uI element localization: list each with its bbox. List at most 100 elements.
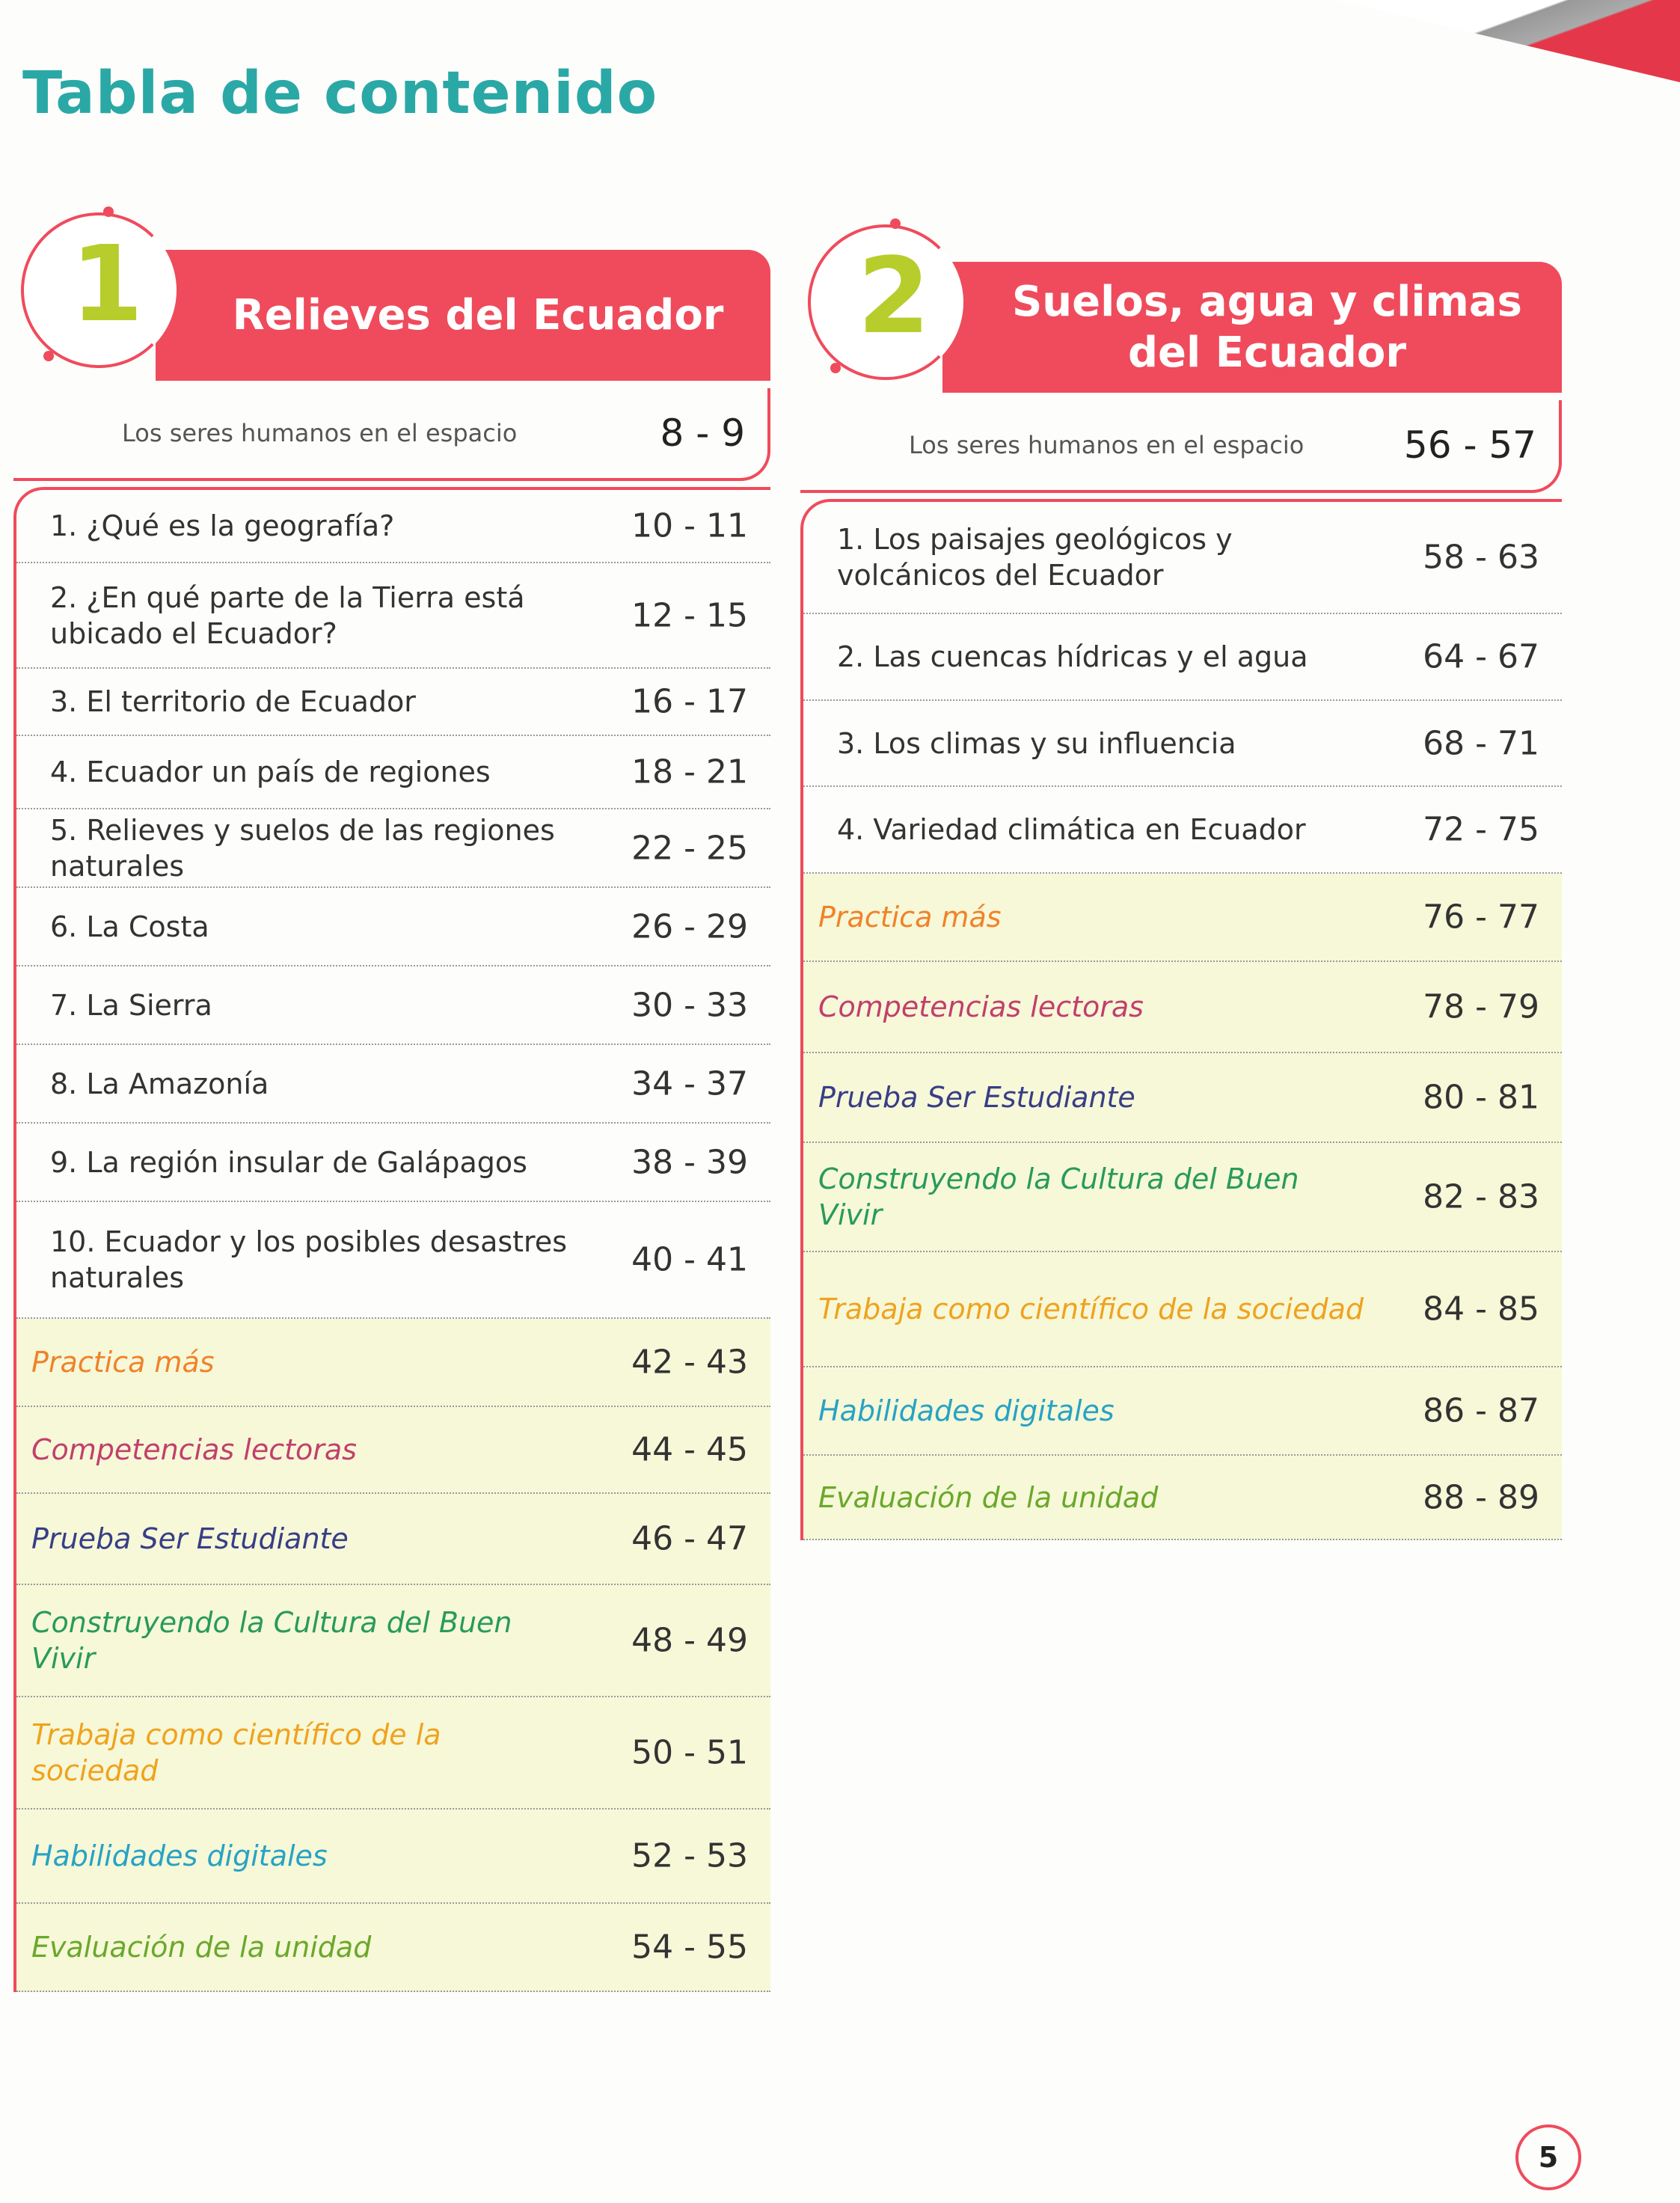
topic-row[interactable]: 2. Las cuencas hídricas y el agua 64 - 67 [803, 614, 1562, 701]
decoration-dot [43, 351, 54, 361]
topic-label: 9. La región insular de Galápagos [50, 1145, 527, 1179]
section-pages: 54 - 55 [631, 1928, 748, 1967]
topic-label: 5. Relieves y suelos de las regiones nat… [50, 813, 555, 883]
section-row[interactable]: Trabaja como científico de la sociedad 84… [803, 1252, 1562, 1367]
topic-pages: 34 - 37 [631, 1064, 748, 1103]
section-label: Prueba Ser Estudiante [818, 1081, 1135, 1114]
topic-label: 7. La Sierra [50, 988, 212, 1022]
topic-row[interactable]: 8. La Amazonía 34 - 37 [16, 1045, 770, 1124]
section-label: Trabaja como científico de la sociedad [31, 1718, 441, 1787]
section-pages: 50 - 51 [631, 1733, 748, 1772]
section-pages: 42 - 43 [631, 1343, 748, 1382]
section-row[interactable]: Evaluación de la unidad 88 - 89 [803, 1456, 1562, 1540]
page-corner-decoration [1336, 0, 1680, 82]
section-pages: 82 - 83 [1423, 1177, 1539, 1216]
topic-row[interactable]: 1. Los paisajes geológicos y volcánicos … [803, 502, 1562, 614]
unit-2-column: Suelos, agua y climas del Ecuador 2 Los se… [800, 218, 1562, 1540]
intro-pages: 8 - 9 [660, 411, 745, 455]
unit-1-column: Relieves del Ecuador 1 Los seres humanos e… [13, 206, 770, 1992]
topic-label: 3. Los climas y su influencia [837, 726, 1236, 760]
topic-pages: 72 - 75 [1423, 810, 1539, 849]
section-label: Competencias lectoras [31, 1433, 357, 1466]
section-pages: 44 - 45 [631, 1430, 748, 1469]
section-pages: 46 - 47 [631, 1519, 748, 1558]
unit-intro-row[interactable]: Los seres humanos en el espacio 8 - 9 [13, 388, 770, 481]
page-number: 5 [1515, 2124, 1581, 2190]
topic-row[interactable]: 4. Variedad climática en Ecuador 72 - 75 [803, 787, 1562, 874]
topic-row[interactable]: 1. ¿Qué es la geografía? 10 - 11 [16, 490, 770, 563]
section-label: Trabaja como científico de la sociedad [818, 1293, 1364, 1326]
topic-pages: 40 - 41 [631, 1240, 748, 1279]
section-label: Evaluación de la unidad [818, 1480, 1159, 1514]
section-pages: 88 - 89 [1423, 1478, 1539, 1516]
unit-title: Suelos, agua y climas del Ecuador [1011, 277, 1523, 377]
unit-header: Relieves del Ecuador 1 [13, 206, 770, 381]
section-row[interactable]: Prueba Ser Estudiante 46 - 47 [16, 1494, 770, 1585]
topic-row[interactable]: 2. ¿En qué parte de la Tierra está ubica… [16, 563, 770, 669]
topic-row[interactable]: 3. Los climas y su influencia 68 - 71 [803, 701, 1562, 787]
topic-pages: 10 - 11 [631, 506, 748, 545]
intro-label: Los seres humanos en el espacio [122, 419, 518, 447]
unit-title-bar: Suelos, agua y climas del Ecuador [942, 262, 1562, 393]
topic-row[interactable]: 9. La región insular de Galápagos 38 - 39 [16, 1124, 770, 1202]
topic-row[interactable]: 4. Ecuador un país de regiones 18 - 21 [16, 736, 770, 809]
section-row[interactable]: Trabaja como científico de la sociedad 50… [16, 1697, 770, 1810]
topic-label: 3. El territorio de Ecuador [50, 685, 416, 718]
topic-pages: 18 - 21 [631, 753, 748, 791]
section-row[interactable]: Evaluación de la unidad 54 - 55 [16, 1904, 770, 1992]
unit-number: 2 [857, 236, 931, 358]
topic-row[interactable]: 3. El territorio de Ecuador 16 - 17 [16, 669, 770, 736]
unit-number: 1 [70, 224, 144, 346]
intro-pages: 56 - 57 [1403, 423, 1536, 467]
section-row[interactable]: Competencias lectoras 78 - 79 [803, 962, 1562, 1053]
section-label: Prueba Ser Estudiante [31, 1522, 349, 1555]
section-pages: 48 - 49 [631, 1621, 748, 1660]
section-label: Practica más [31, 1346, 215, 1379]
decoration-dot [890, 218, 901, 229]
topic-pages: 38 - 39 [631, 1143, 748, 1181]
topic-pages: 26 - 29 [631, 907, 748, 946]
unit-header: Suelos, agua y climas del Ecuador 2 [800, 218, 1562, 393]
topic-row[interactable]: 6. La Costa 26 - 29 [16, 888, 770, 966]
section-row[interactable]: Competencias lectoras 44 - 45 [16, 1407, 770, 1494]
section-row[interactable]: Construyendo la Cultura del Buen Vivir 48… [16, 1585, 770, 1697]
section-row[interactable]: Habilidades digitales 52 - 53 [16, 1810, 770, 1904]
topic-row[interactable]: 7. La Sierra 30 - 33 [16, 966, 770, 1045]
topic-pages: 58 - 63 [1423, 538, 1539, 577]
unit-number-circle [808, 224, 963, 380]
topic-label: 4. Ecuador un país de regiones [50, 756, 491, 788]
decoration-dot [103, 206, 114, 217]
unit-title: Relieves del Ecuador [232, 290, 724, 340]
topic-row[interactable]: 5. Relieves y suelos de las regiones nat… [16, 809, 770, 888]
section-pages: 78 - 79 [1423, 987, 1539, 1026]
section-row[interactable]: Construyendo la Cultura del Buen Vivir 82… [803, 1143, 1562, 1252]
section-label: Construyendo la Cultura del Buen Vivir [818, 1162, 1299, 1231]
topic-pages: 22 - 25 [631, 829, 748, 867]
section-label: Competencias lectoras [818, 990, 1144, 1023]
topic-pages: 68 - 71 [1423, 724, 1539, 762]
section-row[interactable]: Practica más 42 - 43 [16, 1319, 770, 1407]
topic-label: 2. ¿En qué parte de la Tierra está ubica… [50, 580, 525, 650]
topic-pages: 12 - 15 [631, 596, 748, 634]
topic-pages: 16 - 17 [631, 682, 748, 721]
topic-label: 6. La Costa [50, 910, 209, 943]
topic-label: 1. ¿Qué es la geografía? [50, 509, 395, 542]
decoration-dot [830, 363, 841, 373]
section-pages: 86 - 87 [1423, 1391, 1539, 1430]
section-pages: 84 - 85 [1423, 1290, 1539, 1329]
section-pages: 80 - 81 [1423, 1078, 1539, 1117]
section-row[interactable]: Practica más 76 - 77 [803, 874, 1562, 962]
unit-intro-row[interactable]: Los seres humanos en el espacio 56 - 57 [800, 400, 1562, 493]
section-label: Practica más [818, 901, 1002, 934]
section-label: Habilidades digitales [818, 1394, 1115, 1427]
topic-label: 2. Las cuencas hídricas y el agua [837, 640, 1308, 673]
section-row[interactable]: Habilidades digitales 86 - 87 [803, 1367, 1562, 1456]
topic-label: 1. Los paisajes geológicos y volcánicos … [837, 523, 1233, 592]
page-title: Tabla de contenido [22, 60, 658, 127]
topic-label: 10. Ecuador y los posibles desastres nat… [50, 1225, 568, 1294]
topic-row[interactable]: 10. Ecuador y los posibles desastres nat… [16, 1202, 770, 1319]
section-pages: 76 - 77 [1423, 898, 1539, 937]
intro-label: Los seres humanos en el espacio [909, 431, 1305, 459]
section-row[interactable]: Prueba Ser Estudiante 80 - 81 [803, 1053, 1562, 1143]
topic-list: 1. Los paisajes geológicos y volcánicos … [800, 499, 1562, 1540]
